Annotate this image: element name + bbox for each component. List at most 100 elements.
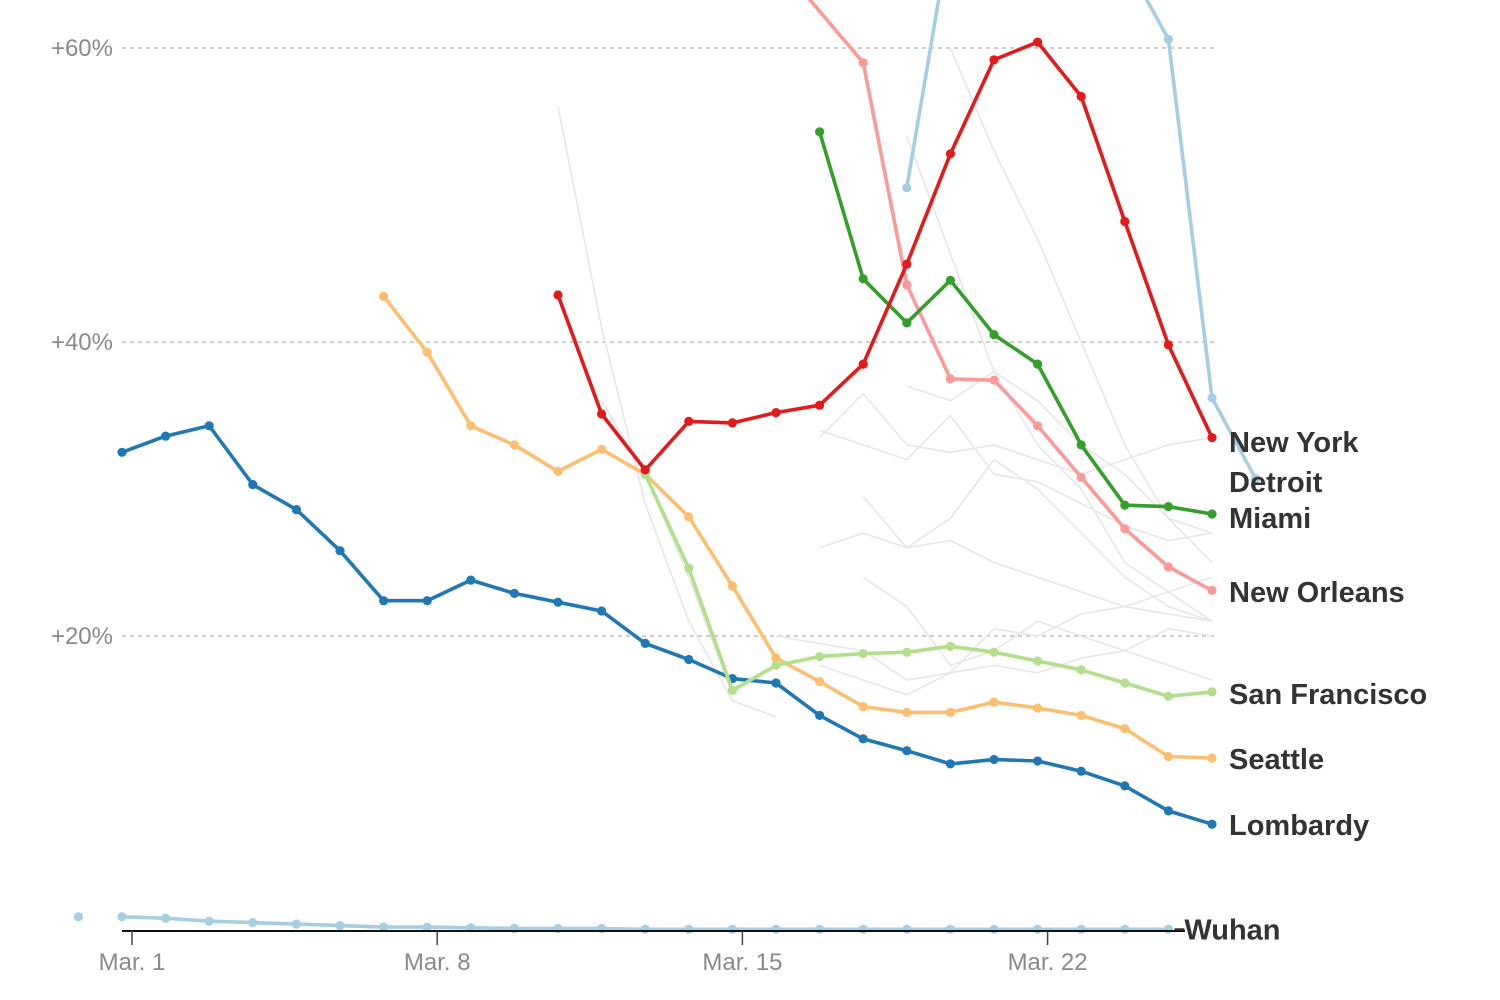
data-point-new-york (1120, 216, 1130, 227)
data-point-san-francisco (1207, 687, 1217, 697)
data-point-new-york (771, 408, 781, 418)
data-point-seattle (858, 702, 868, 712)
series-line-new-york (556, 40, 1214, 472)
data-point-san-francisco (727, 685, 738, 696)
x-tick-label: Mar. 22 (1008, 949, 1088, 976)
data-point-new-york (1076, 91, 1086, 102)
data-point-wuhan (989, 924, 999, 934)
data-point-san-francisco (684, 563, 694, 574)
data-point-san-francisco (858, 649, 868, 659)
data-point-new-orleans (902, 280, 912, 290)
data-point-miami (945, 275, 956, 285)
data-point-new-orleans (1076, 472, 1086, 482)
data-point-lombardy (204, 421, 214, 431)
data-point-miami (1120, 500, 1130, 510)
data-point-seattle (771, 653, 781, 663)
data-point-san-francisco (1163, 691, 1173, 701)
data-point-new-orleans (945, 374, 956, 384)
data-point-san-francisco (1033, 656, 1043, 666)
data-point-new-orleans (1033, 421, 1043, 431)
data-point-new-york (858, 359, 868, 369)
data-point-seattle (815, 677, 825, 687)
series-lombardy (117, 421, 1217, 829)
data-point-seattle (902, 707, 912, 718)
x-axis: Mar. 1 Mar. 8 Mar. 15 Mar. 22 (99, 930, 1185, 976)
data-point-seattle (379, 291, 389, 301)
series-line-seattle (381, 294, 1214, 760)
data-point-miami (902, 318, 912, 328)
data-point-san-francisco (989, 647, 999, 657)
series-label-detroit: Detroit (1229, 467, 1323, 499)
data-point-wuhan (117, 912, 127, 922)
data-point-seattle (466, 421, 476, 431)
series-label-wuhan: Wuhan (1184, 914, 1280, 946)
data-point-new-orleans (1163, 562, 1173, 572)
data-point-miami (1163, 502, 1173, 512)
x-tick-label: Mar. 1 (99, 949, 166, 976)
data-point-detroit (902, 183, 912, 193)
data-point-wuhan (858, 924, 868, 934)
background-series (557, 47, 1213, 718)
data-point-san-francisco (771, 660, 781, 671)
data-point-wuhan (1033, 924, 1043, 934)
data-point-seattle (1163, 751, 1173, 762)
background-series-line (557, 106, 777, 718)
data-point-lombardy (1033, 756, 1043, 766)
background-series-line (862, 458, 1213, 623)
series-line-detroit (904, 0, 1258, 481)
data-point-wuhan (248, 918, 258, 928)
data-point-new-orleans (1207, 585, 1217, 596)
series-line-new-orleans (807, 0, 1214, 593)
data-point-new-york (1163, 340, 1173, 350)
data-point-seattle (945, 707, 956, 718)
data-point-wuhan (73, 912, 83, 922)
data-point-lombardy (379, 596, 389, 606)
data-point-new-york (945, 149, 956, 159)
data-point-lombardy (553, 597, 563, 607)
data-point-lombardy (684, 654, 694, 665)
data-point-lombardy (902, 746, 912, 756)
data-point-seattle (422, 347, 432, 357)
data-point-miami (858, 274, 868, 284)
data-point-new-york (640, 465, 650, 475)
data-point-miami (989, 330, 999, 340)
data-point-new-york (1033, 37, 1043, 47)
data-point-miami (815, 127, 825, 137)
data-point-miami (1207, 509, 1217, 519)
y-tick-label: +40% (51, 329, 113, 356)
data-point-new-york (815, 400, 825, 410)
data-point-san-francisco (945, 641, 956, 651)
data-point-lombardy (1076, 766, 1086, 776)
series-label-new-york: New York (1229, 427, 1359, 459)
data-point-wuhan (1163, 924, 1173, 934)
background-series-line (819, 649, 1213, 696)
series-miami (815, 127, 1217, 519)
data-point-lombardy (597, 606, 607, 616)
background-series-line (819, 414, 1213, 542)
data-point-new-york (684, 416, 694, 426)
data-point-lombardy (945, 759, 956, 769)
data-point-san-francisco (815, 652, 825, 662)
data-point-lombardy (858, 734, 868, 744)
data-point-san-francisco (902, 647, 912, 657)
series-san-francisco (640, 469, 1217, 701)
background-series-line (775, 576, 1213, 681)
data-point-new-york (553, 290, 563, 300)
data-point-detroit (1251, 474, 1261, 484)
data-point-seattle (684, 512, 694, 522)
data-point-lombardy (291, 505, 301, 515)
data-point-lombardy (248, 480, 258, 490)
series-line-san-francisco (643, 472, 1214, 699)
series-seattle (379, 291, 1217, 763)
data-point-seattle (1076, 710, 1086, 721)
background-series-line (949, 47, 1213, 534)
data-point-lombardy (1163, 806, 1173, 816)
series-label-new-orleans: New Orleans (1229, 577, 1405, 609)
x-tick-label: Mar. 15 (702, 949, 782, 976)
data-point-new-york (597, 409, 607, 419)
data-point-lombardy (422, 596, 432, 606)
data-point-new-orleans (989, 375, 999, 385)
y-tick-label: +60% (51, 35, 113, 62)
data-point-lombardy (509, 588, 519, 599)
